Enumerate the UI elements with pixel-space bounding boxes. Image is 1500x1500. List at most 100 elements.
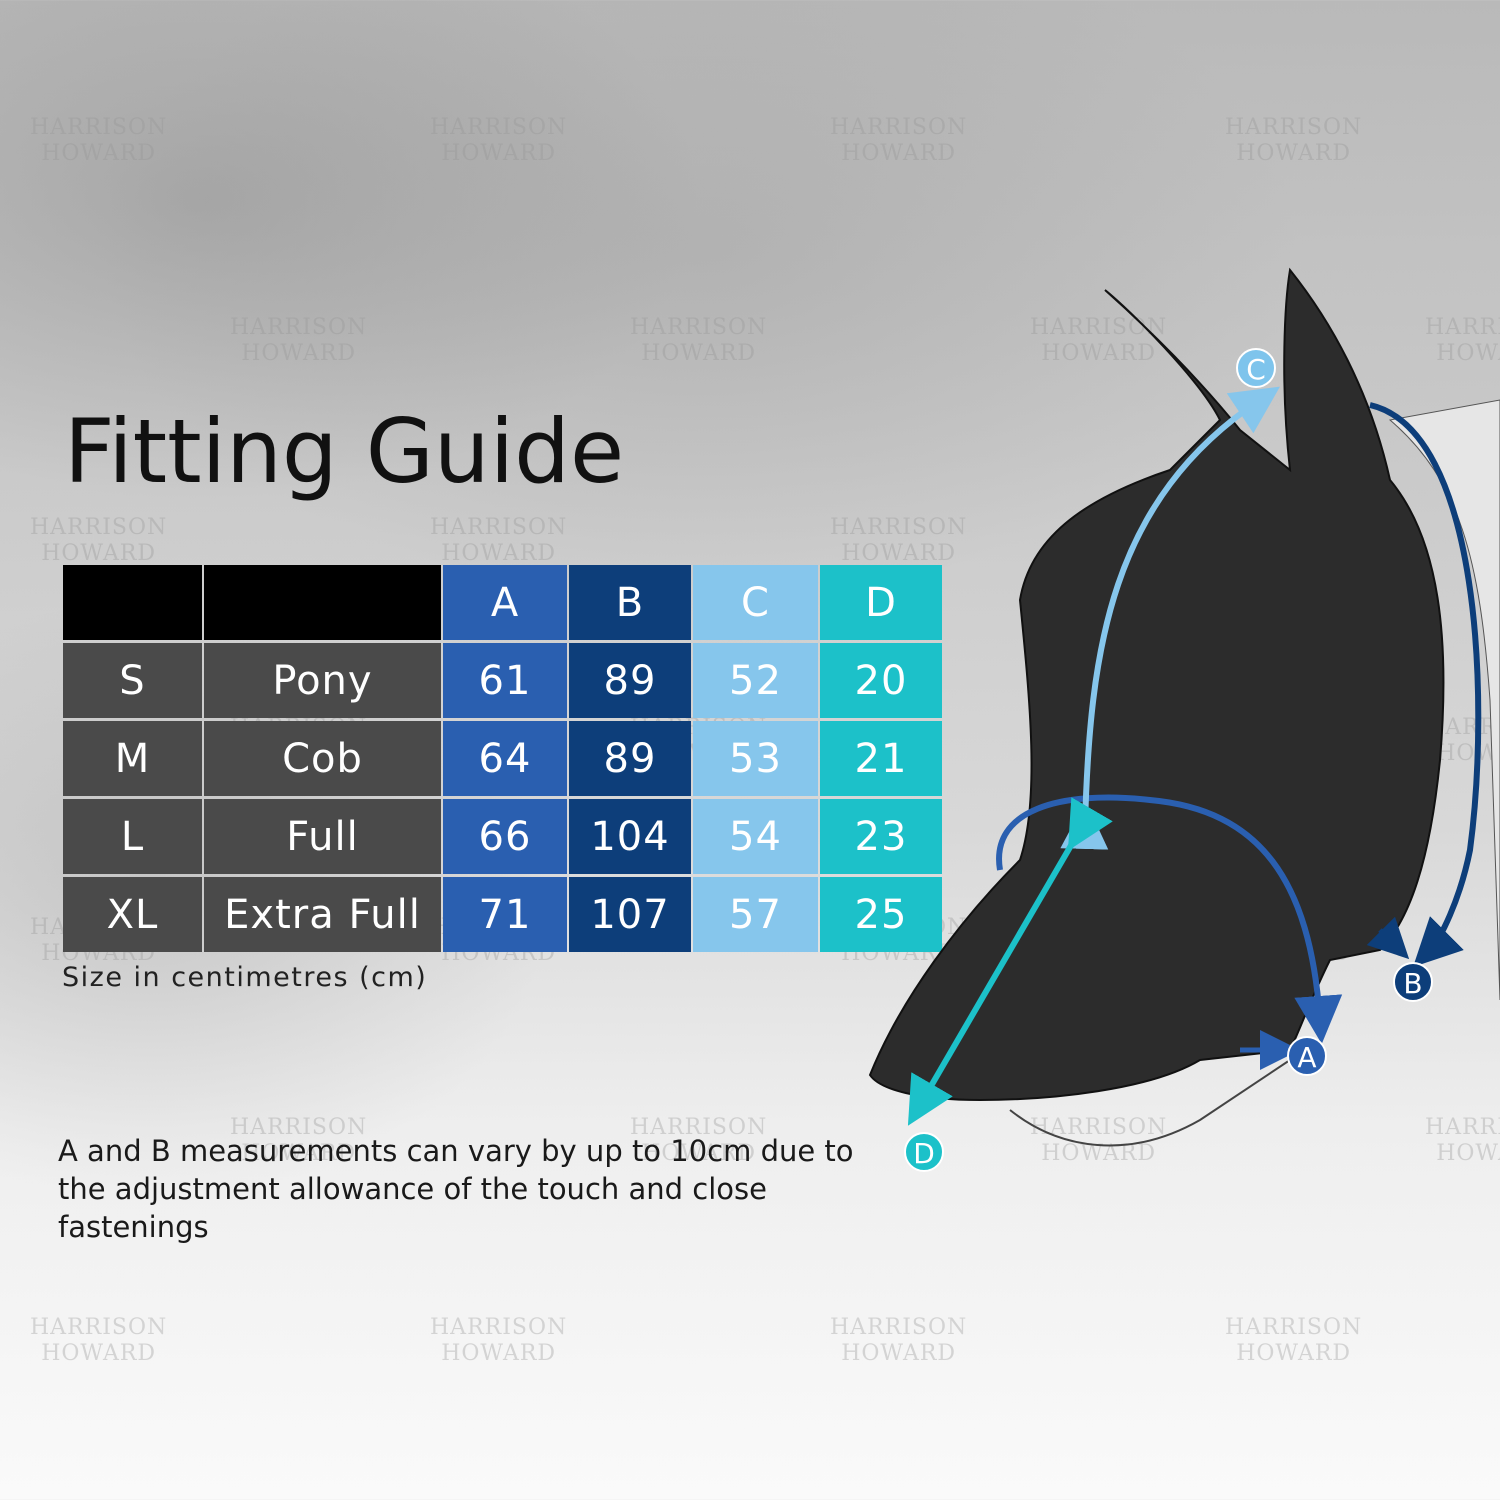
watermark-line: HARRISON <box>30 1315 168 1340</box>
label-d-badge: D <box>904 1132 944 1172</box>
watermark-line: HOWARD <box>1236 1341 1352 1366</box>
table-cell: 107 <box>569 877 691 952</box>
watermark-line: HOWARD <box>641 1141 757 1166</box>
watermark-line: HARRISON <box>630 1115 768 1140</box>
table-row: S Pony 61 89 52 20 <box>63 643 942 718</box>
watermark-line: HARRISON <box>30 115 168 140</box>
watermark-line: HARRISON <box>430 1315 568 1340</box>
watermark-line: HARRISON <box>1225 1315 1363 1340</box>
watermark-line: HOWARD <box>841 1341 957 1366</box>
arrow-d <box>907 797 1113 1126</box>
header-cell-d: D <box>820 565 942 640</box>
watermark-line: HARRISON <box>230 315 368 340</box>
watermark-line: HOWARD <box>41 541 157 566</box>
arrow-b-tail <box>1366 916 1410 960</box>
header-cell-a: A <box>443 565 567 640</box>
table-cell: M <box>63 721 202 796</box>
table-cell: 89 <box>569 721 691 796</box>
watermark-line: HARRISON <box>430 515 568 540</box>
watermark-line: HOWARD <box>1041 341 1157 366</box>
table-cell: L <box>63 799 202 874</box>
table-cell: 64 <box>443 721 567 796</box>
page-title: Fitting Guide <box>64 400 625 503</box>
unit-note: Size in centimetres (cm) <box>62 962 428 993</box>
table-cell: Extra Full <box>204 877 441 952</box>
table-cell: 52 <box>693 643 818 718</box>
table-cell: 54 <box>693 799 818 874</box>
table-row: XL Extra Full 71 107 57 25 <box>63 877 942 952</box>
header-cell-b: B <box>569 565 691 640</box>
header-cell-c: C <box>693 565 818 640</box>
table-cell: 66 <box>443 799 567 874</box>
watermark-line: HOWARD <box>441 541 557 566</box>
watermark-line: HARRISON <box>230 1115 368 1140</box>
watermark-line: HOWARD <box>841 141 957 166</box>
watermark-line: HOWARD <box>1436 741 1500 766</box>
table-cell: Pony <box>204 643 441 718</box>
table-cell: Full <box>204 799 441 874</box>
watermark-line: HARRISON <box>30 515 168 540</box>
label-b-badge: B <box>1393 962 1433 1002</box>
table-cell: XL <box>63 877 202 952</box>
watermark-line: HARRISON <box>830 115 968 140</box>
table-cell: 53 <box>693 721 818 796</box>
table-cell: 104 <box>569 799 691 874</box>
watermark-line: HOWARD <box>441 1341 557 1366</box>
arrow-c <box>1060 386 1280 850</box>
fly-mask-head <box>868 267 1445 1102</box>
table-header-row: A B C D <box>63 565 942 640</box>
table-row: M Cob 64 89 53 21 <box>63 721 942 796</box>
table-cell: 57 <box>693 877 818 952</box>
watermark-line: HARRISON <box>630 315 768 340</box>
table-cell: 21 <box>820 721 942 796</box>
watermark-line: HOWARD <box>241 341 357 366</box>
table-cell: 89 <box>569 643 691 718</box>
watermark-line: HARRISON <box>1425 315 1500 340</box>
watermark-line: HOWARD <box>441 141 557 166</box>
watermark-line: HARRISON <box>830 1315 968 1340</box>
watermark-line: HARRISON <box>830 515 968 540</box>
watermark-line: HOWARD <box>241 1141 357 1166</box>
size-table: A B C D S Pony 61 89 52 20 M Cob 64 89 53 21 L Full 66… <box>61 562 944 955</box>
watermark-line: HARRISON <box>1225 115 1363 140</box>
watermark-line: HARRISON <box>1425 1115 1500 1140</box>
table-cell: S <box>63 643 202 718</box>
watermark-line: HOWARD <box>41 141 157 166</box>
watermark-line: HOWARD <box>1236 141 1352 166</box>
table-cell: 71 <box>443 877 567 952</box>
table-row: L Full 66 104 54 23 <box>63 799 942 874</box>
horse-mane <box>1388 399 1500 1001</box>
table-cell: 61 <box>443 643 567 718</box>
watermark-line: HARRISON <box>430 115 568 140</box>
header-cell <box>63 565 202 640</box>
arrow-b <box>1369 402 1482 967</box>
watermark-line: HOWARD <box>641 341 757 366</box>
watermark-line: HOWARD <box>41 1341 157 1366</box>
footnote: A and B measurements can vary by up to 1… <box>58 1134 854 1244</box>
table-cell: Cob <box>204 721 441 796</box>
label-a-badge: A <box>1287 1036 1327 1076</box>
watermark-line: HARRISON <box>1030 315 1168 340</box>
watermark-line: HOWARD <box>1436 341 1500 366</box>
label-c-badge: C <box>1236 348 1276 388</box>
header-cell <box>204 565 441 640</box>
